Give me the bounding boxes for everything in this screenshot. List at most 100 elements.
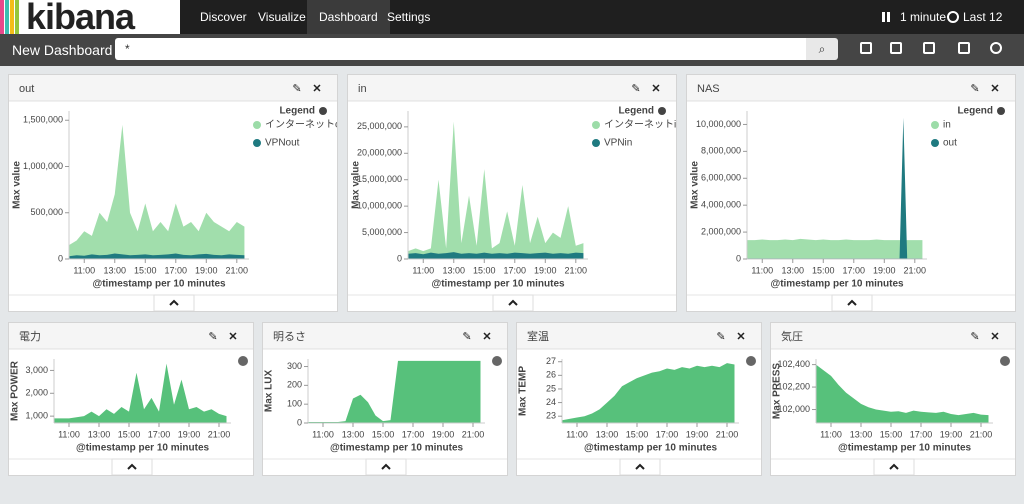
y-tick-label: 8,000,000 xyxy=(701,146,741,156)
close-icon[interactable]: ✕ xyxy=(990,331,999,343)
close-icon[interactable]: ✕ xyxy=(990,83,999,95)
nav-link[interactable]: Dashboard xyxy=(307,0,390,34)
legend-toggle[interactable] xyxy=(997,107,1005,115)
legend-swatch xyxy=(931,139,939,147)
close-icon[interactable]: ✕ xyxy=(482,331,491,343)
x-tick-label: 13:00 xyxy=(342,429,365,439)
y-tick-label: 10,000,000 xyxy=(357,201,402,211)
edit-icon[interactable]: ✎ xyxy=(970,83,979,95)
interval[interactable]: 1 minute xyxy=(900,10,947,24)
x-tick-label: 21:00 xyxy=(904,265,927,275)
x-tick-label: 17:00 xyxy=(656,429,679,439)
x-tick-label: 21:00 xyxy=(208,429,231,439)
y-tick-label: 102,200 xyxy=(777,381,810,391)
close-icon[interactable]: ✕ xyxy=(736,331,745,343)
edit-icon[interactable]: ✎ xyxy=(462,331,471,343)
x-axis-label: @timestamp per 10 minutes xyxy=(431,279,565,290)
legend-toggle[interactable] xyxy=(319,107,327,115)
collapse-button[interactable] xyxy=(111,458,153,475)
x-axis-label: @timestamp per 10 minutes xyxy=(838,443,972,454)
collapse-button[interactable] xyxy=(873,458,915,475)
x-tick-label: 15:00 xyxy=(372,429,395,439)
x-tick-label: 15:00 xyxy=(626,429,649,439)
panel: in ✎ ✕ 0 5,000,000 10,000,000 15,000,000 20,000… xyxy=(347,74,677,312)
area xyxy=(747,117,923,260)
collapse-button[interactable] xyxy=(831,294,873,311)
legend-label[interactable]: VPNin xyxy=(604,138,632,149)
legend-title[interactable]: Legend xyxy=(618,106,654,117)
legend-swatch xyxy=(253,121,261,129)
legend-toggle[interactable] xyxy=(746,356,756,366)
nav-link[interactable]: Visualize xyxy=(258,10,306,24)
new-icon[interactable] xyxy=(860,42,872,54)
legend-label[interactable]: out xyxy=(943,138,957,149)
collapse-icon xyxy=(847,299,857,306)
close-icon[interactable]: ✕ xyxy=(651,83,660,95)
panel-header xyxy=(517,323,761,349)
y-tick-label: 20,000,000 xyxy=(357,148,402,158)
close-icon[interactable]: ✕ xyxy=(228,331,237,343)
panel-chart: out ✎ ✕ 0 500,000 1,000,000 1,500,000 11:00 13:0… xyxy=(9,75,337,311)
y-tick-label: 0 xyxy=(397,253,402,263)
x-tick-label: 17:00 xyxy=(910,429,933,439)
close-icon[interactable]: ✕ xyxy=(312,83,321,95)
collapse-button[interactable] xyxy=(153,294,195,311)
save-icon[interactable] xyxy=(890,42,902,54)
area xyxy=(408,252,584,259)
legend-label[interactable]: in xyxy=(943,120,951,131)
edit-icon[interactable]: ✎ xyxy=(970,331,979,343)
collapse-icon xyxy=(508,299,518,306)
open-icon[interactable] xyxy=(923,42,935,54)
search-button[interactable]: ⌕ xyxy=(806,38,838,60)
panel-header xyxy=(771,323,1015,349)
x-tick-label: 19:00 xyxy=(432,429,455,439)
nav-bar: kibana Discover Visualize Dashboard Sett… xyxy=(0,0,1024,58)
nav-link[interactable]: Settings xyxy=(387,10,431,24)
collapse-button[interactable] xyxy=(619,458,661,475)
x-tick-label: 21:00 xyxy=(462,429,485,439)
legend-label[interactable]: VPNout xyxy=(265,138,300,149)
search-input[interactable]: * xyxy=(115,38,815,60)
y-tick-label: 100 xyxy=(287,399,302,409)
y-axis-label: Max value xyxy=(12,161,23,209)
area xyxy=(69,124,245,259)
y-tick-label: 1,000 xyxy=(25,411,48,421)
panel-header xyxy=(9,75,337,101)
collapse-icon xyxy=(381,463,391,470)
add-icon[interactable] xyxy=(990,42,1002,54)
panel-title: NAS xyxy=(697,83,720,95)
legend-toggle[interactable] xyxy=(492,356,502,366)
legend-title[interactable]: Legend xyxy=(279,106,315,117)
x-tick-label: 21:00 xyxy=(226,265,249,275)
panel-header xyxy=(9,323,253,349)
y-tick-label: 6,000,000 xyxy=(701,173,741,183)
edit-icon[interactable]: ✎ xyxy=(292,83,301,95)
edit-icon[interactable]: ✎ xyxy=(208,331,217,343)
y-tick-label: 2,000,000 xyxy=(701,226,741,236)
x-tick-label: 19:00 xyxy=(686,429,709,439)
x-tick-label: 19:00 xyxy=(940,429,963,439)
x-tick-label: 17:00 xyxy=(843,265,866,275)
y-tick-label: 27 xyxy=(546,356,556,366)
panel-header xyxy=(348,75,676,101)
legend-title[interactable]: Legend xyxy=(957,106,993,117)
collapse-button[interactable] xyxy=(365,458,407,475)
edit-icon[interactable]: ✎ xyxy=(631,83,640,95)
x-tick-label: 21:00 xyxy=(716,429,739,439)
legend-toggle[interactable] xyxy=(1000,356,1010,366)
share-icon[interactable] xyxy=(958,42,970,54)
y-axis-label: Max PRESS xyxy=(772,363,783,419)
x-tick-label: 13:00 xyxy=(850,429,873,439)
collapse-button[interactable] xyxy=(492,294,534,311)
legend-label[interactable]: インターネットout xyxy=(265,119,337,131)
legend-toggle[interactable] xyxy=(658,107,666,115)
edit-icon[interactable]: ✎ xyxy=(716,331,725,343)
legend-toggle[interactable] xyxy=(238,356,248,366)
legend-swatch xyxy=(253,139,261,147)
panel-title: in xyxy=(358,83,367,95)
nav-link[interactable]: Discover xyxy=(200,10,247,24)
legend-label[interactable]: インターネットin xyxy=(604,119,676,131)
y-tick-label: 15,000,000 xyxy=(357,174,402,184)
x-tick-label: 13:00 xyxy=(596,429,619,439)
